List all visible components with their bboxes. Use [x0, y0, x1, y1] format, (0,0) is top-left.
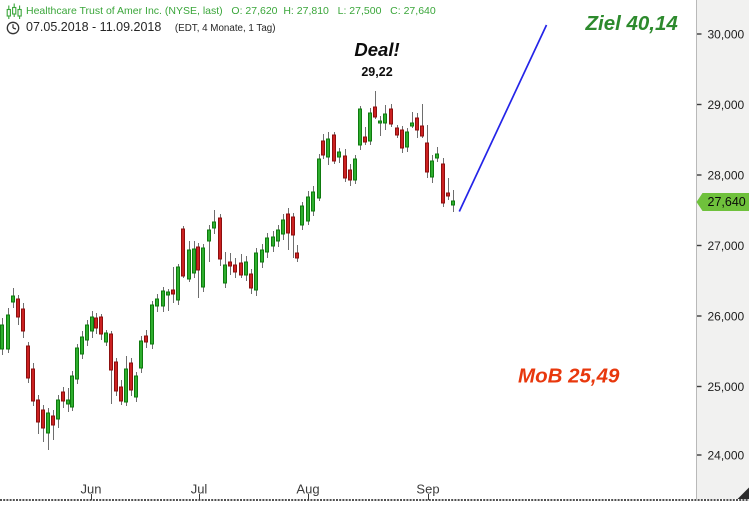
svg-text:Sep: Sep — [416, 482, 439, 497]
svg-text:29,22: 29,22 — [361, 65, 392, 79]
svg-text:Aug: Aug — [296, 482, 319, 497]
svg-text:26,000: 26,000 — [708, 309, 745, 323]
svg-text:30,000: 30,000 — [708, 27, 745, 41]
svg-text:Healthcare Trust of Amer Inc.: Healthcare Trust of Amer Inc. (NYSE, las… — [26, 5, 436, 17]
svg-text:29,000: 29,000 — [708, 98, 745, 112]
svg-text:Deal!: Deal! — [354, 39, 399, 60]
svg-text:Jun: Jun — [81, 482, 102, 497]
svg-text:27,640: 27,640 — [708, 195, 746, 209]
svg-text:MoB 25,49: MoB 25,49 — [518, 364, 620, 387]
svg-text:07.05.2018 - 11.09.2018 (E: 07.05.2018 - 11.09.2018 (EDT, 4 Monate, … — [26, 20, 275, 34]
svg-text:Jul: Jul — [191, 482, 208, 497]
svg-text:Ziel 40,14: Ziel 40,14 — [585, 12, 679, 35]
svg-text:27,000: 27,000 — [708, 239, 745, 253]
svg-text:28,000: 28,000 — [708, 168, 745, 182]
svg-text:25,000: 25,000 — [708, 380, 745, 394]
svg-text:24,000: 24,000 — [708, 448, 745, 462]
